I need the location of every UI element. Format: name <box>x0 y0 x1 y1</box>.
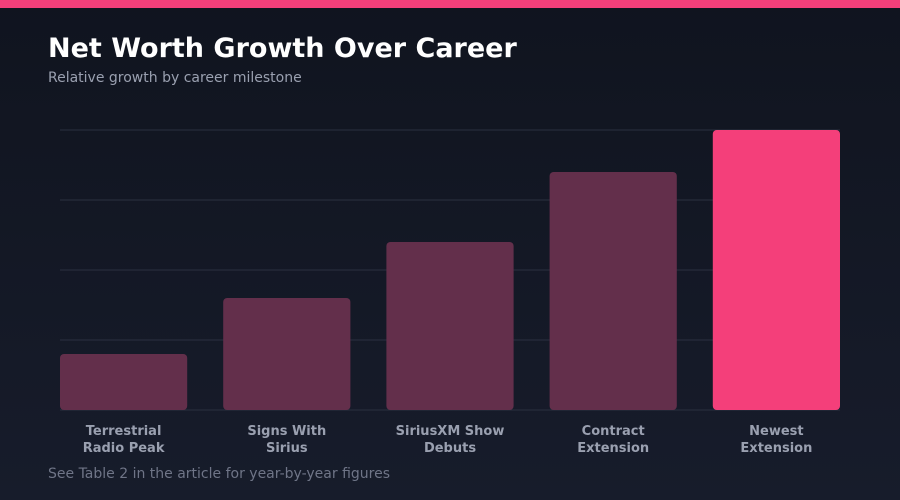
category-label-3: Contract Extension <box>577 424 650 456</box>
chart-subtitle: Relative growth by career milestone <box>48 70 302 86</box>
bar-0 <box>60 354 188 410</box>
chart-title: Net Worth Growth Over Career <box>48 33 517 64</box>
category-label-2: SiriusXM Show Debuts <box>395 424 505 456</box>
category-label-4: Newest Extension <box>740 424 813 456</box>
bar-4 <box>712 130 840 410</box>
footnote: See Table 2 in the article for year-by-y… <box>48 466 391 482</box>
bar-3 <box>549 172 677 410</box>
bar-1 <box>223 298 351 410</box>
category-label-0: Terrestrial Radio Peak <box>82 424 165 456</box>
category-label-1: Signs With Sirius <box>247 424 327 456</box>
accent-top-bar <box>0 0 900 8</box>
bar-2 <box>386 242 514 410</box>
